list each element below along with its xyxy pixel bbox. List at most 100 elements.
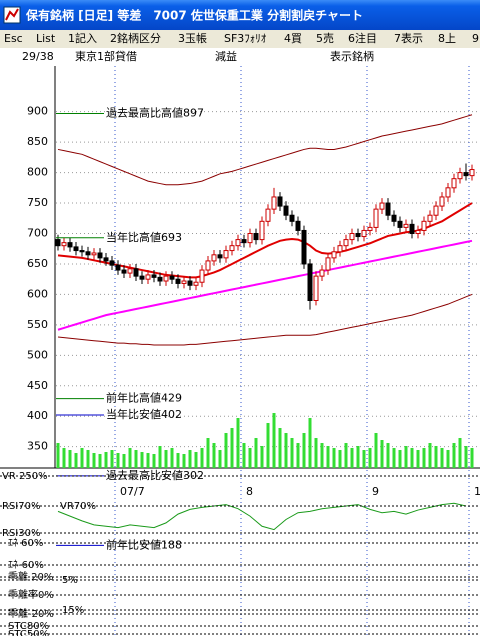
volume-bar (242, 443, 246, 468)
volume-bar (278, 428, 282, 468)
volume-bar (422, 448, 426, 468)
candle-body (337, 245, 343, 253)
menu-item[interactable]: 9 (472, 32, 479, 45)
candle-body (385, 202, 391, 216)
volume-bar (134, 450, 138, 468)
candle-body (271, 196, 277, 210)
volume-bar (182, 454, 186, 468)
menu-item[interactable]: 6注目 (348, 31, 377, 45)
panel-label: ｴﾈ 60% (8, 537, 43, 549)
volume-bar (230, 428, 234, 468)
volume-bar (350, 448, 354, 468)
rsi-line (57, 502, 467, 531)
candle-body (127, 268, 133, 274)
panel-label: RSI30% (2, 528, 40, 539)
volume-bar (62, 448, 66, 468)
y-tick-label: 400 (27, 409, 48, 422)
panel-label: STC80% (8, 621, 49, 632)
volume-bar (104, 452, 108, 468)
candle-body (391, 214, 397, 222)
candle-body (163, 275, 169, 282)
candle-body (277, 196, 283, 207)
candle-body (157, 276, 163, 282)
candle-body (373, 208, 379, 228)
panel-label: 15% (62, 605, 84, 616)
menu-item[interactable]: List (36, 32, 56, 45)
candle-body (61, 242, 67, 247)
menu-item[interactable]: 3玉帳 (178, 31, 207, 45)
candle-body (343, 239, 349, 247)
candle-body (379, 202, 385, 210)
menu-item[interactable]: 5売 (316, 32, 334, 45)
volume-bar (188, 450, 192, 468)
y-tick-label: 600 (27, 287, 48, 300)
y-tick-label: 900 (27, 105, 48, 118)
volume-bar (56, 443, 60, 468)
y-tick-label: 550 (27, 318, 48, 331)
volume-bar (110, 450, 114, 468)
candle-body (331, 251, 337, 259)
candle-body (295, 220, 301, 231)
volume-bar (206, 438, 210, 468)
volume-bar (380, 440, 384, 468)
volume-bar (260, 446, 264, 468)
volume-bar (440, 448, 444, 468)
candle-body (457, 172, 463, 180)
menu-item[interactable]: 2銘柄区分 (110, 31, 161, 45)
candle-body (217, 254, 223, 259)
moving-average (57, 114, 473, 186)
app-icon-graph (5, 8, 19, 21)
volume-bar (218, 450, 222, 468)
panel-label: VR 250% (2, 471, 48, 482)
y-tick-label: 350 (27, 440, 48, 453)
candle-body (187, 280, 193, 286)
candle-body (205, 260, 211, 271)
candle-body (265, 208, 271, 222)
candle-body (121, 269, 127, 274)
candle-body (109, 260, 115, 266)
volume-bar (170, 448, 174, 468)
annotation-label: 当年比安値402 (106, 407, 182, 421)
volume-bar (368, 448, 372, 468)
annotation-label: 前年比高値429 (106, 391, 182, 405)
volume-bar (140, 452, 144, 468)
candle-body (67, 242, 73, 248)
annotation-label: 当年比高値693 (106, 230, 182, 244)
candle-body (349, 233, 355, 241)
y-tick-label: 800 (27, 166, 48, 179)
candle-body (325, 257, 331, 271)
volume-bar (404, 446, 408, 468)
candle-body (445, 187, 451, 198)
volume-bar (224, 433, 228, 468)
candle-body (259, 220, 265, 241)
menu-item[interactable]: 4買 (284, 32, 302, 45)
volume-bar (254, 438, 258, 468)
menu-item[interactable]: Esc (4, 32, 23, 45)
volume-bar (176, 453, 180, 468)
menu-item[interactable]: SF3ﾌｫﾘｵ (224, 32, 267, 45)
candle-body (103, 257, 109, 262)
volume-bar (470, 448, 474, 468)
annotation-label: 過去最高比高値897 (106, 106, 204, 120)
candle-body (223, 250, 229, 259)
x-tick-label: 9 (372, 485, 379, 498)
volume-bar (284, 433, 288, 468)
volume-bar (362, 450, 366, 468)
candle-body (439, 196, 445, 207)
candle-body (139, 275, 145, 280)
candle-body (133, 268, 139, 277)
menu-item[interactable]: 8上 (438, 32, 456, 45)
volume-bar (374, 433, 378, 468)
candle-body (355, 233, 361, 238)
menu-item[interactable]: 1記入 (68, 31, 97, 45)
candle-body (367, 226, 373, 231)
annotation-label: 過去最高比安値302 (106, 468, 204, 482)
candle-body (469, 169, 475, 177)
candle-body (427, 214, 433, 222)
menu-item[interactable]: 7表示 (394, 31, 423, 45)
y-tick-label: 450 (27, 379, 48, 392)
volume-bar (386, 443, 390, 468)
candle-body (73, 246, 79, 252)
volume-bar (212, 443, 216, 468)
